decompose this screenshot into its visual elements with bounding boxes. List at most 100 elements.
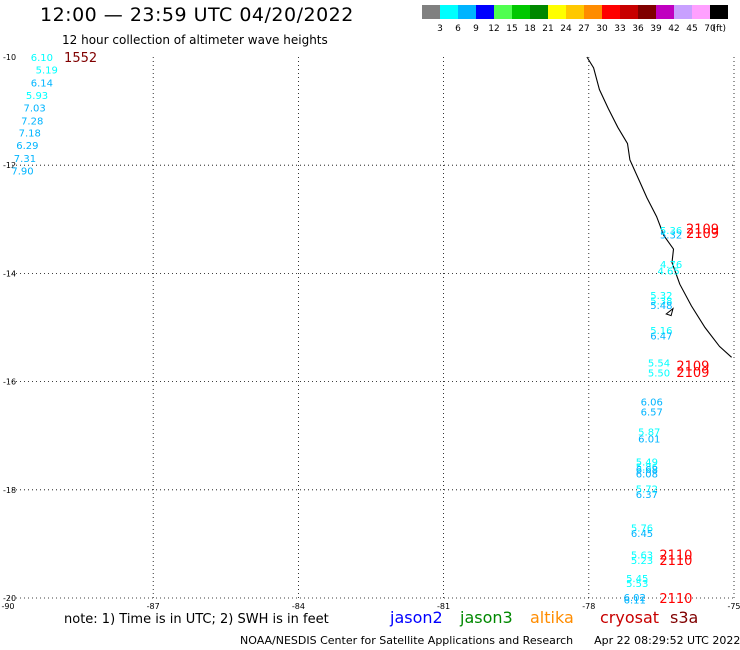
color-scale-label: 33 bbox=[614, 24, 625, 34]
color-scale-label: 21 bbox=[542, 24, 553, 34]
color-swatch bbox=[620, 5, 638, 19]
swh-value: 5.49 bbox=[636, 458, 658, 469]
latitude-label: -10 bbox=[3, 53, 16, 62]
color-swatch bbox=[656, 5, 674, 19]
swh-value: 5.72 bbox=[636, 485, 658, 496]
swh-value: 6.45 bbox=[631, 529, 653, 540]
color-scale-label: 18 bbox=[524, 24, 536, 34]
color-swatch bbox=[566, 5, 584, 19]
swh-value: 5.86 bbox=[636, 463, 658, 474]
color-scale-legend: 3 6 9 12 15 18 21 24 27 30 33 36 39 42 45 70(ft) bbox=[422, 5, 728, 34]
latitude-label: -18 bbox=[3, 486, 16, 495]
color-scale-unit: (ft) bbox=[712, 24, 726, 34]
swh-value: 6.68 bbox=[636, 465, 658, 476]
swh-value: 7.18 bbox=[19, 129, 41, 140]
swh-value: 6.01 bbox=[638, 434, 660, 445]
color-swatch bbox=[458, 5, 476, 19]
swh-value: 7.28 bbox=[21, 116, 43, 127]
swh-value: 6.57 bbox=[641, 407, 663, 418]
swh-value: 5.32 bbox=[650, 291, 672, 302]
color-swatch bbox=[494, 5, 512, 19]
coastline bbox=[586, 56, 732, 358]
swh-values: 6.105.19 6.14 5.937.03 7.28 7.186.29 7.31 7.90… bbox=[11, 53, 682, 607]
color-swatch bbox=[422, 5, 440, 19]
longitude-label: -81 bbox=[437, 602, 450, 611]
legend-altika: altika bbox=[530, 608, 574, 627]
color-swatch bbox=[638, 5, 656, 19]
longitude-label: -90 bbox=[1, 602, 14, 611]
pass-time-label: 2110 bbox=[659, 554, 692, 569]
color-swatch bbox=[692, 5, 710, 19]
footer-credit: NOAA/NESDIS Center for Satellite Applica… bbox=[240, 634, 574, 647]
legend-cryosat: cryosat bbox=[600, 608, 660, 627]
pass-time-label: 2109 bbox=[676, 359, 709, 374]
pass-time-label: 2109 bbox=[676, 366, 709, 381]
color-scale-label: 15 bbox=[506, 24, 517, 34]
color-swatch bbox=[548, 5, 566, 19]
color-swatch bbox=[710, 5, 728, 19]
footer-timestamp: Apr 22 08:29:52 UTC 2022 bbox=[594, 634, 740, 647]
pass-time-label: 2109 bbox=[686, 222, 719, 237]
swh-value: 6.29 bbox=[16, 141, 38, 152]
legend-note: note: 1) Time is in UTC; 2) SWH is in fe… bbox=[64, 612, 329, 627]
footer: NOAA/NESDIS Center for Satellite Applica… bbox=[240, 634, 740, 647]
swh-value: 6.11 bbox=[624, 596, 646, 607]
color-scale-label: 6 bbox=[455, 24, 461, 34]
color-swatch bbox=[584, 5, 602, 19]
color-scale-label: 36 bbox=[632, 24, 644, 34]
color-swatch bbox=[476, 5, 494, 19]
swh-value: 5.16 bbox=[650, 326, 672, 337]
swh-value: 5.48 bbox=[650, 301, 672, 312]
pass-time-label: 2110 bbox=[659, 592, 692, 607]
color-swatch bbox=[440, 5, 458, 19]
color-swatch bbox=[512, 5, 530, 19]
color-scale-label: 39 bbox=[650, 24, 662, 34]
color-scale-label: 24 bbox=[560, 24, 572, 34]
latitude-label: -20 bbox=[3, 594, 16, 603]
longitude-label: -75 bbox=[727, 602, 740, 611]
swh-value: 5.32 bbox=[660, 230, 682, 241]
swh-value: 5.23 bbox=[631, 556, 653, 567]
island-outline bbox=[665, 307, 674, 317]
swh-value: 6.02 bbox=[624, 593, 646, 604]
swh-value: 4.65 bbox=[658, 267, 680, 278]
swh-value: 5.19 bbox=[36, 65, 58, 76]
swh-value: 5.36 bbox=[660, 226, 682, 237]
map-title: 12:00 — 23:59 UTC 04/20/2022 bbox=[40, 4, 354, 26]
legend-jason2: jason2 bbox=[390, 608, 443, 627]
swh-value: 7.90 bbox=[11, 167, 33, 178]
swh-value: 5.45 bbox=[626, 574, 648, 585]
latitude-label: -12 bbox=[3, 161, 16, 170]
pass-time-label: 2109 bbox=[686, 227, 719, 242]
swh-value: 4.76 bbox=[660, 260, 682, 271]
legend-s3a: s3a bbox=[670, 608, 699, 627]
longitude-label: -87 bbox=[147, 602, 160, 611]
color-swatch bbox=[530, 5, 548, 19]
color-scale-label: 9 bbox=[473, 24, 479, 34]
swh-value: 5.87 bbox=[638, 427, 660, 438]
swh-value: 5.54 bbox=[648, 359, 670, 370]
color-scale-label: 45 bbox=[686, 24, 697, 34]
color-scale-label: 3 bbox=[437, 24, 443, 34]
color-scale-label: 42 bbox=[668, 24, 679, 34]
map-subtitle: 12 hour collection of altimeter wave hei… bbox=[62, 33, 328, 47]
swh-value: 6.08 bbox=[636, 470, 658, 481]
swh-value: 7.31 bbox=[14, 154, 36, 165]
swh-value: 5.63 bbox=[631, 551, 653, 562]
swh-value: 5.50 bbox=[648, 368, 670, 379]
color-scale-label: 70 bbox=[704, 24, 716, 34]
pass-time-label: 2110 bbox=[659, 549, 692, 564]
swh-value: 5.76 bbox=[631, 524, 653, 535]
longitude-label: -78 bbox=[582, 602, 595, 611]
swh-value: 6.47 bbox=[650, 332, 672, 343]
swh-value: 5.93 bbox=[26, 91, 48, 102]
latitude-label: -16 bbox=[3, 378, 16, 387]
latitude-label: -14 bbox=[3, 269, 16, 278]
pass-time-label: 1552 bbox=[64, 51, 97, 66]
longitude-label: -84 bbox=[292, 602, 305, 611]
color-scale-label: 30 bbox=[596, 24, 608, 34]
graticule bbox=[8, 57, 735, 599]
swh-value: 6.10 bbox=[31, 53, 53, 64]
